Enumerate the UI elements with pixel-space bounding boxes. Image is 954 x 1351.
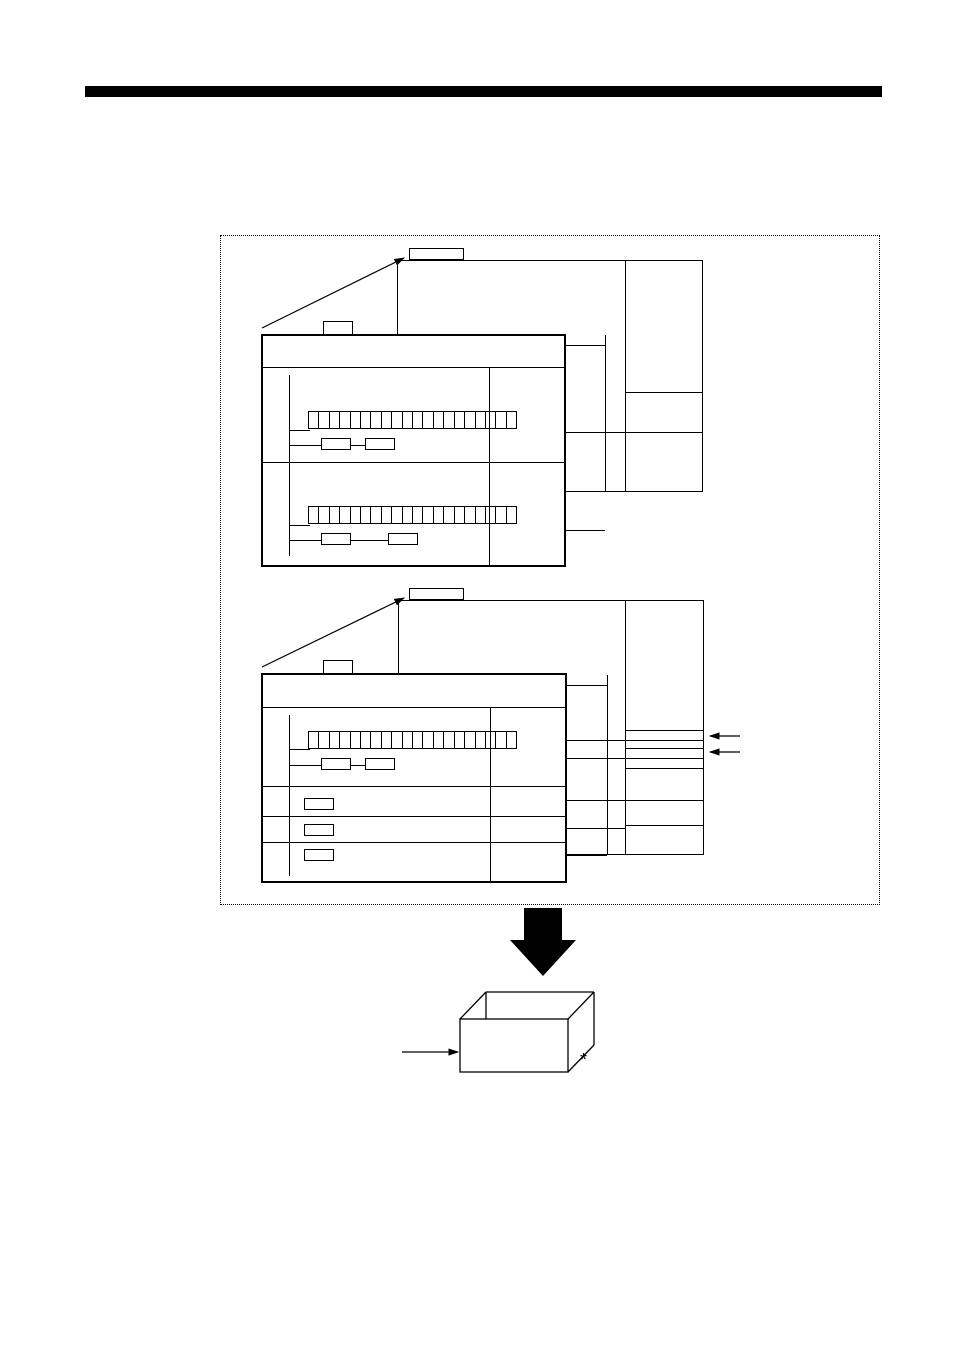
panel-b-sb5 [304, 849, 334, 861]
panel-b-bridge-h [565, 758, 703, 759]
panel-b-front-tab [323, 660, 353, 674]
panel-a-conn [350, 540, 389, 541]
panel-a-back-divider [625, 260, 626, 492]
panel-b-sb1 [321, 758, 351, 770]
panel-b-bridge-h [565, 740, 703, 741]
panel-a-sb4 [388, 533, 418, 545]
panel-b-back-row [625, 768, 703, 769]
panel-a-titlebar [262, 367, 565, 368]
panel-b-bridge-h [565, 855, 607, 856]
panel-b-row [262, 842, 565, 843]
panel-a-conn [350, 445, 366, 446]
panel-a-sb2 [365, 438, 395, 450]
panel-a-conn [289, 445, 322, 446]
panel-a-front-tab [323, 321, 353, 335]
panel-b-bridge-h [565, 828, 625, 829]
panel-b-margin [289, 715, 290, 876]
panel-b-titlebar [262, 707, 565, 708]
panel-a-ticks-2 [308, 506, 517, 524]
panel-a-conn [289, 430, 310, 431]
panel-a-bridge [605, 335, 606, 492]
panel-a-ticks-1 [308, 411, 517, 429]
panel-b-sb3 [304, 798, 334, 810]
panel-b-sb4 [304, 824, 334, 836]
panel-a-sb1 [321, 438, 351, 450]
panel-a-conn [289, 525, 310, 526]
panel-a-bridge-h2 [565, 432, 703, 433]
panel-b-bridge-h [565, 685, 607, 686]
panel-a-margin [289, 375, 290, 556]
panel-a-conn [289, 540, 322, 541]
open-box [460, 992, 594, 1072]
big-down-arrow [510, 908, 576, 976]
panel-b-conn [289, 749, 310, 750]
panel-a-rightcol [489, 367, 490, 566]
panel-b-conn [289, 765, 322, 766]
asterisk: * [580, 1050, 587, 1071]
panel-b-conn [350, 765, 366, 766]
panel-a-bridge-h3 [565, 530, 605, 531]
panel-b-ticks-1 [308, 731, 517, 749]
panel-b-back-row [625, 730, 703, 731]
panel-b-back-row [625, 825, 703, 826]
panel-a-back-tab [409, 248, 464, 260]
panel-b-row [262, 816, 565, 817]
panel-b-bridge-h [565, 800, 625, 801]
panel-b-back-divider [625, 600, 626, 855]
panel-a-bridge-h1 [565, 345, 605, 346]
panel-b-back-row [625, 800, 703, 801]
panel-b-back-tab [409, 588, 464, 600]
panel-a-back-row [625, 392, 702, 393]
top-rule [85, 86, 882, 97]
panel-b-row [262, 786, 565, 787]
panel-a-sb3 [321, 533, 351, 545]
panel-b-sb2 [365, 758, 395, 770]
panel-b-back-row [625, 748, 703, 749]
panel-a-mid-divider [262, 462, 565, 463]
